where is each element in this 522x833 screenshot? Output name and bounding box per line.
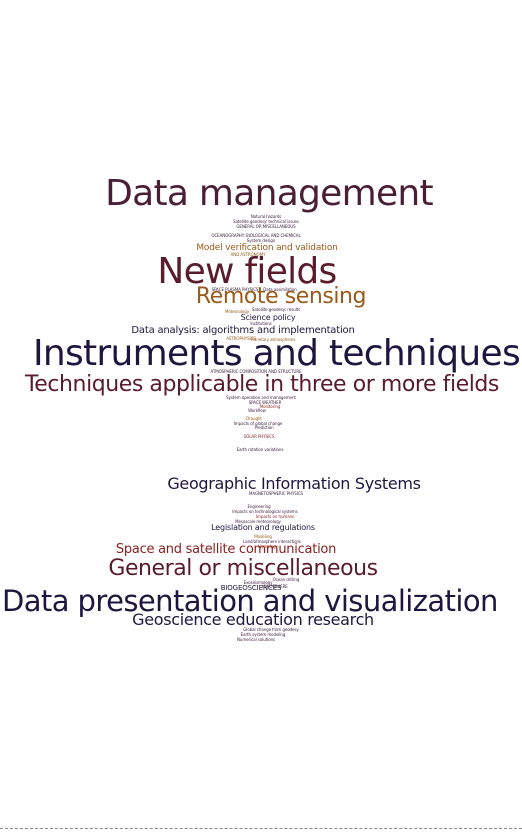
word-and-astronomy: AND ASTRONOMY	[230, 252, 266, 257]
word-solar-physics: SOLAR PHYSICS	[243, 434, 275, 439]
word-land-atmosphere: Land/atmosphere interactions	[243, 539, 301, 544]
word-exoseismology: Exoseismology	[243, 580, 273, 585]
word-natural-hazards: Natural hazards	[250, 214, 282, 219]
word-geographic-information-systems: Geographic Information Systems	[167, 474, 421, 493]
word-system-design: System design	[246, 238, 276, 243]
word-prediction: Prediction	[254, 425, 274, 430]
word-earth-rotation: Earth rotation variations	[236, 447, 284, 452]
word-earth-system-modeling: Earth system modeling	[240, 632, 286, 637]
word-modeling: Modeling	[254, 534, 272, 539]
word-engineering: Engineering	[247, 504, 271, 509]
word-general-or-miscellaneous: General or miscellaneous	[108, 556, 378, 581]
word-satellite-geodesy-technical: Satellite geodesy: technical issues	[233, 219, 299, 224]
word-impacts-global-change: Impacts of global change	[233, 421, 283, 426]
word-ionosphere: IONOSPHERE	[262, 584, 288, 589]
word-data-assimilation: Data assimilation	[263, 287, 297, 292]
word-space-satellite-communication: Space and satellite communication	[115, 542, 337, 557]
word-oceanography: OCEANOGRAPHY: BIOLOGICAL AND CHEMICAL	[211, 233, 301, 238]
word-space-weather: SPACE WEATHER	[248, 400, 282, 405]
word-satellite-geodesy-results: Satellite geodesy: results	[251, 307, 301, 312]
word-data-presentation-visualization: Data presentation and visualization	[1, 584, 498, 618]
word-magnetospheric-physics: MAGNETOSPHERIC PHYSICS	[249, 491, 303, 496]
word-ocean-drilling: Ocean drilling	[272, 577, 300, 582]
word-general-or-misc-caps: GENERAL OR MISCELLANEOUS	[236, 224, 296, 229]
word-impacts-on-humans: Impacts on humans	[255, 514, 295, 519]
page-divider	[0, 828, 522, 829]
word-monitoring: Monitoring	[259, 404, 281, 409]
word-new-fields: New fields	[157, 251, 337, 292]
word-atmospheric-composition: ATMOSPHERIC COMPOSITION AND STRUCTURE	[210, 369, 302, 374]
word-mesoscale-meteorology: Mesoscale meteorology	[235, 519, 281, 524]
word-model-verification: Model verification and validation	[196, 243, 338, 253]
word-global-change-geodesy: Global change from geodesy	[243, 627, 299, 632]
word-legislation-regulations: Legislation and regulations	[211, 523, 315, 532]
word-remote-sensing: Remote sensing	[195, 284, 367, 309]
word-space-plasma-physics: SPACE PLASMA PHYSICS	[211, 287, 259, 292]
word-hydrology: Hydrology	[258, 544, 278, 549]
word-techniques-applicable: Techniques applicable in three or more f…	[25, 372, 499, 397]
word-geoscience-education-research: Geoscience education research	[132, 610, 374, 629]
word-system-operation: System operation and management	[226, 395, 296, 400]
word-biogeosciences: BIOGEOSCIENCES	[220, 584, 282, 592]
word-astrophysics: ASTROPHYSICS	[226, 336, 256, 341]
word-institutions: Institutions	[250, 321, 272, 326]
word-workflow: Workflow	[248, 408, 266, 413]
word-drought: Drought	[246, 416, 262, 421]
word-planetary-atmospheres: Planetary atmospheres	[250, 337, 296, 342]
word-meteorology: Meteorology	[225, 309, 249, 314]
word-numerical-solutions: Numerical solutions	[236, 637, 276, 642]
word-data-analysis: Data analysis: algorithms and implementa…	[131, 325, 355, 336]
word-data-management: Data management	[105, 173, 433, 214]
word-science-policy: Science policy	[240, 313, 296, 322]
word-impacts-technological: Impacts on technological systems	[232, 509, 298, 514]
word-instruments-and-techniques: Instruments and techniques	[33, 333, 521, 374]
